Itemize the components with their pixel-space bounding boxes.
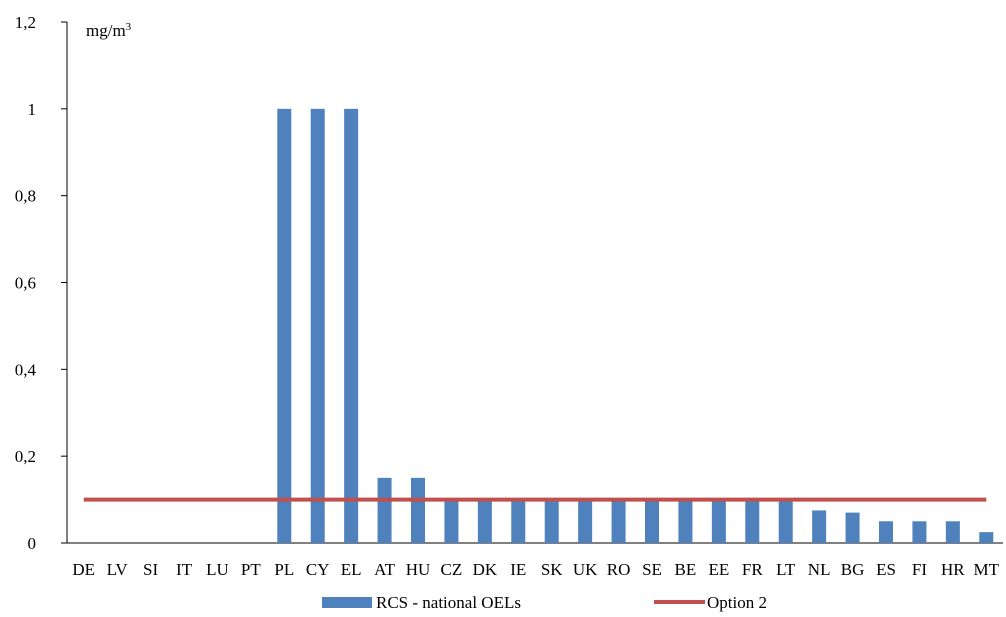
x-tick-label-pl: PL [274,560,294,579]
x-tick-label-at: AT [374,560,395,579]
bar-dk [477,499,492,543]
y-axis: 0 0,2 0,4 0,6 0,8 1 1,2 [15,13,68,553]
x-tick-label-it: IT [176,560,193,579]
bar-ie [511,499,526,543]
x-tick-label-sk: SK [541,560,563,579]
bar-cy [310,108,325,543]
x-tick-label-pt: PT [241,560,261,579]
bar-bg [845,512,860,543]
y-tick-label: 0,4 [15,360,37,379]
y-tick-label: 1,2 [15,13,36,32]
bar-lt [778,499,793,543]
y-ticks: 0 0,2 0,4 0,6 0,8 1 1,2 [15,13,67,553]
bar-el [344,108,359,543]
x-tick-label-fr: FR [742,560,763,579]
bar-ee [711,499,726,543]
bar-sk [544,499,559,543]
x-tick-label-de: DE [72,560,95,579]
unit-label-text: mg/m [86,21,126,40]
bar-hr [945,521,960,543]
y-tick-label: 0,8 [15,187,36,206]
legend: RCS - national OELs Option 2 [322,593,767,612]
x-tick-label-be: BE [675,560,697,579]
bar-se [645,499,659,543]
legend-label-line: Option 2 [707,593,767,612]
bar-at [377,477,392,543]
x-tick-label-uk: UK [573,560,598,579]
bar-cz [444,499,459,543]
bar-uk [578,499,593,543]
x-tick-label-ee: EE [708,560,729,579]
bar-series [277,108,994,543]
x-tick-label-mt: MT [974,560,1000,579]
bar-fr [745,499,760,543]
bar-mt [979,532,994,543]
legend-label-bar: RCS - national OELs [376,593,521,612]
x-tick-label-hr: HR [941,560,965,579]
bar-pl [277,108,292,543]
bar-hu [411,477,425,543]
y-tick-label: 0,6 [15,274,36,293]
x-tick-label-se: SE [642,560,662,579]
x-tick-label-cy: CY [306,560,330,579]
x-tick-label-cz: CZ [441,560,463,579]
bar-es [879,521,893,543]
x-tick-label-ie: IE [510,560,526,579]
y-tick-label: 1 [28,100,37,119]
x-tick-label-dk: DK [473,560,498,579]
x-tick-label-ro: RO [607,560,631,579]
x-axis: DE LV SI IT LU PT PL CY EL AT HU CZ DK IE SK UK RO SE BE EE… [67,542,1003,579]
x-tick-label-lv: LV [107,560,129,579]
unit-label-superscript: 3 [126,21,132,33]
x-tick-label-lu: LU [206,560,229,579]
unit-label: mg/m3 [86,21,132,40]
x-tick-label-lt: LT [776,560,796,579]
bar-fi [912,521,927,543]
x-tick-labels: DE LV SI IT LU PT PL CY EL AT HU CZ DK IE SK UK RO SE BE EE… [72,560,999,579]
y-tick-label: 0,2 [15,447,36,466]
x-tick-label-si: SI [143,560,158,579]
x-tick-label-es: ES [876,560,896,579]
x-tick-label-hu: HU [406,560,431,579]
bar-ro [611,499,626,543]
x-tick-label-nl: NL [808,560,831,579]
y-tick-label: 0 [28,534,37,553]
x-tick-label-fi: FI [912,560,927,579]
bar-be [678,499,693,543]
legend-swatch-bar [322,597,372,608]
bar-nl [812,510,827,543]
x-tick-label-el: EL [341,560,362,579]
x-tick-label-bg: BG [841,560,865,579]
